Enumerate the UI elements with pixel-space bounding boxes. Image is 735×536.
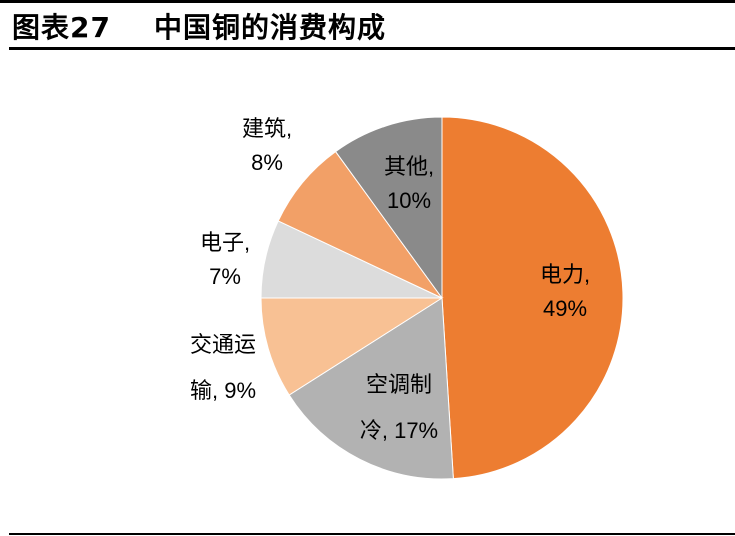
label-transport-name: 交通运: [189, 332, 256, 357]
pie-slice-5: [334, 116, 443, 300]
label-electronics: 电子, 7%: [180, 226, 270, 294]
label-construction-name: 建筑,: [241, 116, 293, 141]
label-other: 其他, 10%: [364, 150, 454, 218]
pie-slice-1: [288, 297, 454, 480]
chart-title: 中国铜的消费构成: [153, 11, 386, 44]
label-aircon-value: 冷, 17%: [359, 418, 439, 443]
bottom-rule: [9, 533, 735, 535]
figure-title: 图表27 中国铜的消费构成: [12, 6, 386, 46]
label-construction: 建筑, 8%: [222, 112, 312, 180]
label-construction-value: 8%: [251, 150, 283, 175]
label-power-value: 49%: [542, 296, 588, 321]
label-transport-value: 输, 9%: [189, 378, 257, 403]
label-aircon: 空调制 冷, 17%: [344, 362, 454, 454]
label-electronics-value: 7%: [209, 264, 241, 289]
label-other-name: 其他,: [383, 154, 435, 179]
label-electronics-name: 电子,: [199, 230, 251, 255]
label-power: 电力, 49%: [520, 258, 610, 326]
top-rule: [0, 0, 735, 3]
pie-slice-4: [277, 150, 443, 299]
label-other-value: 10%: [386, 188, 432, 213]
label-transport: 交通运 输, 9%: [168, 322, 278, 414]
title-rule: [9, 47, 735, 50]
pie-slice-2: [260, 297, 444, 396]
pie-slice-0: [441, 116, 624, 480]
label-aircon-name: 空调制: [365, 372, 432, 397]
figure-label: 图表27: [12, 11, 111, 44]
label-power-name: 电力,: [539, 262, 591, 287]
